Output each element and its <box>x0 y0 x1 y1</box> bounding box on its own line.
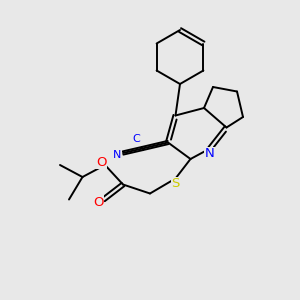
Text: C: C <box>133 134 140 144</box>
Text: O: O <box>93 196 104 209</box>
Text: O: O <box>96 155 107 169</box>
Text: N: N <box>205 147 215 161</box>
Text: S: S <box>171 177 180 190</box>
Text: N: N <box>113 149 121 160</box>
